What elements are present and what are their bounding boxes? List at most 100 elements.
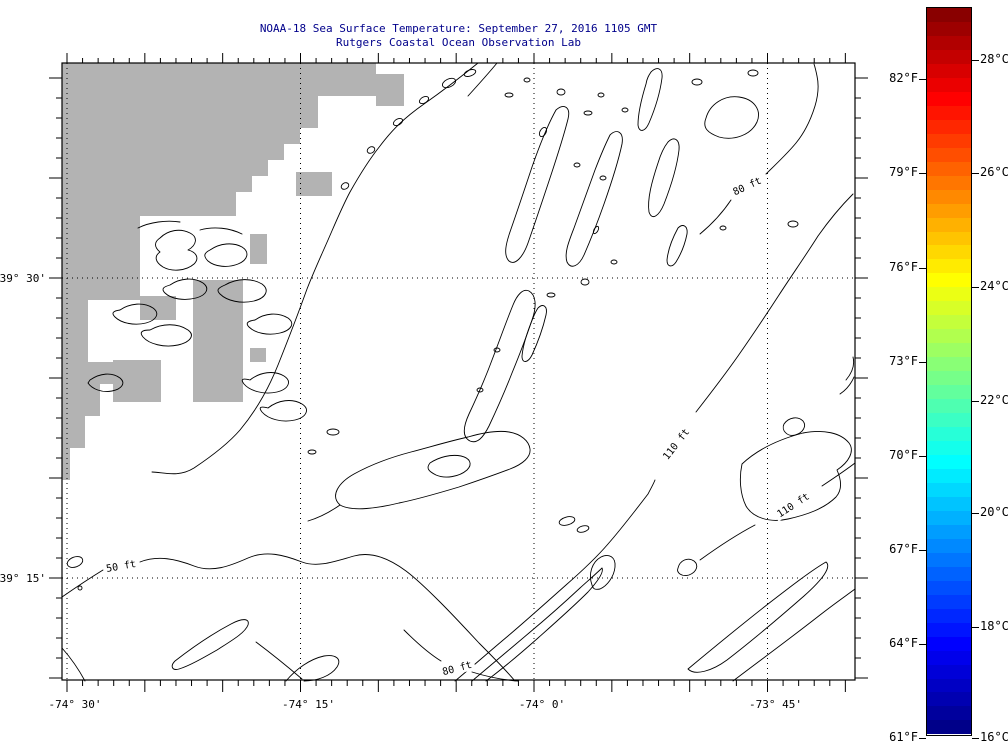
temperature-colorbar xyxy=(926,7,972,736)
colorbar-band xyxy=(927,413,971,428)
colorbar-tick xyxy=(919,173,926,174)
colorbar-band xyxy=(927,455,971,469)
colorbar-band xyxy=(927,77,971,92)
graticule-gridlines xyxy=(62,63,855,680)
colorbar-tick xyxy=(919,362,926,363)
depth-contours xyxy=(61,62,856,682)
colorbar-fahrenheit-label: 76°F xyxy=(889,260,918,274)
colorbar-band xyxy=(927,482,971,497)
contour-label-group: 80 ft xyxy=(728,172,766,200)
colorbar-band xyxy=(927,133,971,148)
colorbar-band xyxy=(927,35,971,50)
colorbar-band xyxy=(927,287,971,302)
colorbar-band xyxy=(927,427,971,442)
colorbar-tick xyxy=(972,173,979,174)
colorbar-tick xyxy=(972,513,979,514)
colorbar-band xyxy=(927,63,971,78)
colorbar-celsius-label: 26°C xyxy=(980,165,1008,179)
colorbar-band xyxy=(927,231,971,246)
colorbar-celsius-label: 16°C xyxy=(980,730,1008,744)
colorbar-celsius-label: 20°C xyxy=(980,505,1008,519)
colorbar-band xyxy=(927,49,971,64)
colorbar-band xyxy=(927,692,971,707)
colorbar-band xyxy=(927,468,971,483)
lon-axis-label: -74° 15' xyxy=(282,698,335,711)
colorbar-tick xyxy=(919,644,926,645)
colorbar-band xyxy=(927,650,971,665)
colorbar-band xyxy=(927,678,971,693)
contour-label-halo xyxy=(102,556,140,576)
colorbar-band xyxy=(927,147,971,162)
colorbar-band xyxy=(927,315,971,330)
colorbar-tick xyxy=(972,738,979,739)
colorbar-band xyxy=(927,8,971,22)
lon-axis-label: -74° 30' xyxy=(49,698,102,711)
map-title-block: NOAA-18 Sea Surface Temperature: Septemb… xyxy=(62,22,855,50)
colorbar-band xyxy=(927,329,971,344)
colorbar-tick xyxy=(919,79,926,80)
axis-ticks xyxy=(49,53,868,692)
colorbar-fahrenheit-label: 67°F xyxy=(889,542,918,556)
colorbar-band xyxy=(927,664,971,679)
colorbar-band xyxy=(927,580,971,595)
contour-label: 50 ft xyxy=(105,559,137,575)
lon-axis-label: -74° 0' xyxy=(519,698,565,711)
colorbar-tick xyxy=(919,550,926,551)
colorbar-band xyxy=(927,245,971,260)
colorbar-band xyxy=(927,441,971,455)
colorbar-band xyxy=(927,720,971,735)
contour-label-halo xyxy=(728,172,766,200)
colorbar-fahrenheit-label: 61°F xyxy=(889,730,918,744)
colorbar-band xyxy=(927,259,971,274)
colorbar-band xyxy=(927,371,971,386)
colorbar-tick xyxy=(972,60,979,61)
colorbar-tick xyxy=(919,738,926,739)
colorbar-band xyxy=(927,273,971,288)
colorbar-fahrenheit-label: 70°F xyxy=(889,448,918,462)
colorbar-band xyxy=(927,538,971,553)
colorbar-celsius-label: 22°C xyxy=(980,393,1008,407)
colorbar-tick xyxy=(972,287,979,288)
colorbar-band xyxy=(927,706,971,721)
colorbar-tick xyxy=(972,627,979,628)
contour-label: 80 ft xyxy=(441,660,473,678)
colorbar-band xyxy=(927,385,971,400)
colorbar-tick xyxy=(919,456,926,457)
colorbar-band xyxy=(927,105,971,120)
colorbar-band xyxy=(927,119,971,134)
map-title: NOAA-18 Sea Surface Temperature: Septemb… xyxy=(259,22,658,35)
colorbar-band xyxy=(927,399,971,414)
colorbar-tick xyxy=(972,401,979,402)
colorbar-band xyxy=(927,161,971,176)
lat-axis-label: 39° 15' xyxy=(0,572,46,585)
colorbar-band xyxy=(927,622,971,637)
contour-label-halo xyxy=(772,488,814,522)
colorbar-tick xyxy=(919,268,926,269)
contour-label-halo xyxy=(438,657,476,679)
contour-label-group: 110 ft xyxy=(772,488,814,522)
contour-label: 110 ft xyxy=(661,427,692,462)
colorbar-celsius-label: 28°C xyxy=(980,52,1008,66)
colorbar-band xyxy=(927,301,971,316)
colorbar-fahrenheit-label: 64°F xyxy=(889,636,918,650)
colorbar-band xyxy=(927,175,971,190)
colorbar-band xyxy=(927,566,971,581)
colorbar-band xyxy=(927,636,971,651)
contour-label-group: 50 ft xyxy=(102,556,140,576)
colorbar-fahrenheit-label: 82°F xyxy=(889,71,918,85)
axis-labels: -74° 30' -74° 15' -74° 0' -73° 45' 39° 30' 39… xyxy=(0,272,802,711)
colorbar-band xyxy=(927,91,971,106)
colorbar-celsius-label: 18°C xyxy=(980,619,1008,633)
colorbar-band xyxy=(927,21,971,36)
contour-label-group: 110 ft xyxy=(658,423,694,465)
colorbar-band xyxy=(927,203,971,218)
colorbar-band xyxy=(927,524,971,539)
colorbar-band xyxy=(927,608,971,623)
colorbar-fahrenheit-label: 79°F xyxy=(889,165,918,179)
cloud-land-mask xyxy=(62,63,404,480)
lat-axis-label: 39° 30' xyxy=(0,272,46,285)
colorbar-celsius-label: 24°C xyxy=(980,279,1008,293)
colorbar-band xyxy=(927,510,971,525)
